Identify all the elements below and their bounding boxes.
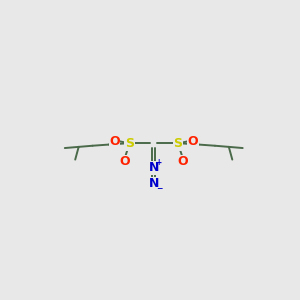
Text: −: − [156, 184, 162, 194]
Text: S: S [125, 137, 134, 150]
Text: O: O [109, 135, 120, 148]
Text: S: S [173, 137, 182, 150]
Text: N: N [148, 177, 159, 190]
Text: N: N [148, 161, 159, 174]
Text: O: O [177, 155, 188, 168]
Text: O: O [188, 135, 198, 148]
Text: +: + [156, 158, 162, 167]
Text: O: O [120, 155, 130, 168]
